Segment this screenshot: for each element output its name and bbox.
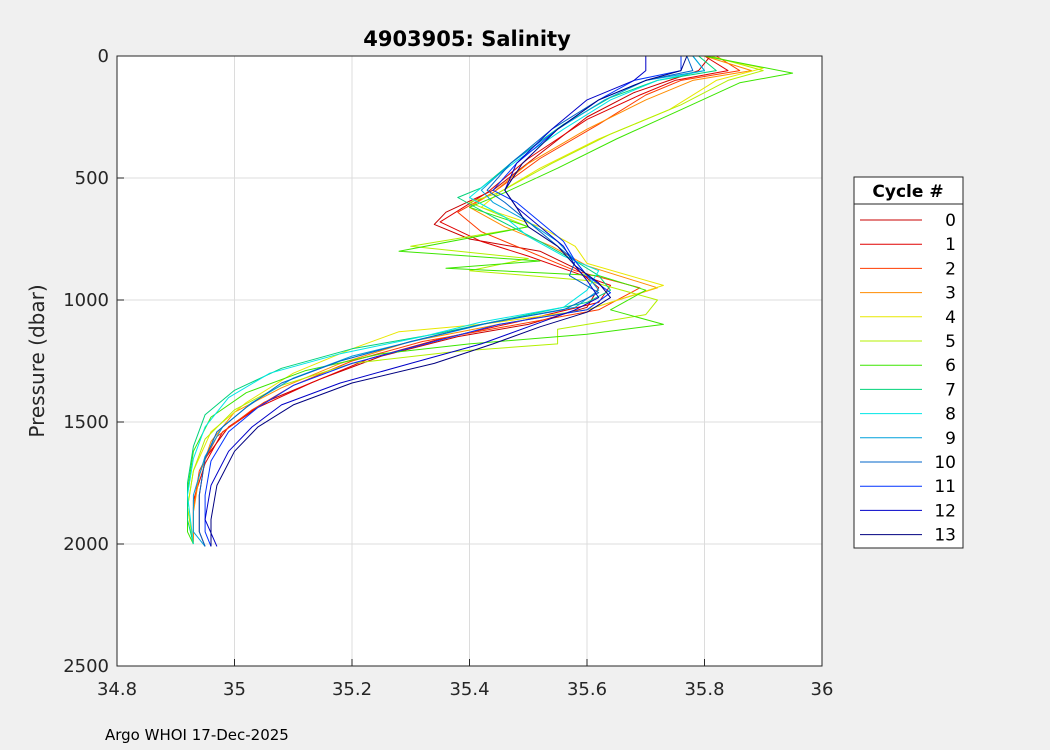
x-tick-label: 35.4 xyxy=(449,679,489,700)
legend-label-cycle-5: 5 xyxy=(945,332,956,352)
series-line-cycle-9 xyxy=(192,55,705,547)
y-tick-label: 0 xyxy=(98,46,109,67)
series-line-cycle-2 xyxy=(192,55,741,544)
x-tick-label: 34.8 xyxy=(97,679,137,700)
legend-label-cycle-12: 12 xyxy=(934,501,956,521)
legend-label-cycle-13: 13 xyxy=(934,526,956,546)
series-line-cycle-12 xyxy=(204,56,647,547)
x-tick-label: 35.8 xyxy=(684,679,724,700)
x-tick-label: 35.2 xyxy=(332,679,372,700)
series-line-cycle-0 xyxy=(198,55,711,547)
y-tick-label: 2000 xyxy=(63,534,109,555)
legend-label-cycle-4: 4 xyxy=(945,308,956,328)
legend-label-cycle-8: 8 xyxy=(945,405,956,425)
legend-label-cycle-9: 9 xyxy=(945,429,956,449)
legend-label-cycle-2: 2 xyxy=(945,259,956,279)
legend-title: Cycle # xyxy=(872,182,943,202)
series-line-cycle-10 xyxy=(198,55,694,547)
series-line-cycle-8 xyxy=(187,55,705,545)
y-tick-label: 500 xyxy=(75,168,109,189)
footer-credit: Argo WHOI 17-Dec-2025 xyxy=(105,726,289,744)
chart-title: 4903905: Salinity xyxy=(363,27,571,51)
series-line-cycle-13 xyxy=(210,55,688,547)
legend-label-cycle-3: 3 xyxy=(945,284,956,304)
y-tick-label: 1500 xyxy=(63,412,109,433)
legend-label-cycle-6: 6 xyxy=(945,356,956,376)
series-line-cycle-6 xyxy=(187,55,794,545)
legend-label-cycle-1: 1 xyxy=(945,235,956,255)
y-tick-label: 2500 xyxy=(63,656,109,677)
legend-label-cycle-0: 0 xyxy=(945,211,956,231)
legend-label-cycle-10: 10 xyxy=(934,453,956,473)
series-line-cycle-1 xyxy=(192,55,729,544)
legend-label-cycle-11: 11 xyxy=(934,477,956,497)
series-lines xyxy=(187,55,794,547)
x-tick-label: 35.6 xyxy=(567,679,607,700)
y-axis: 0 500 1000 1500 2000 2500 xyxy=(63,46,124,677)
x-axis: 34.8 35 35.2 35.4 35.6 35.8 36 xyxy=(97,659,833,700)
x-tick-label: 36 xyxy=(811,679,834,700)
y-axis-label: Pressure (dbar) xyxy=(25,284,49,437)
legend-label-cycle-7: 7 xyxy=(945,380,956,400)
y-tick-label: 1000 xyxy=(63,290,109,311)
x-tick-label: 35 xyxy=(223,679,246,700)
